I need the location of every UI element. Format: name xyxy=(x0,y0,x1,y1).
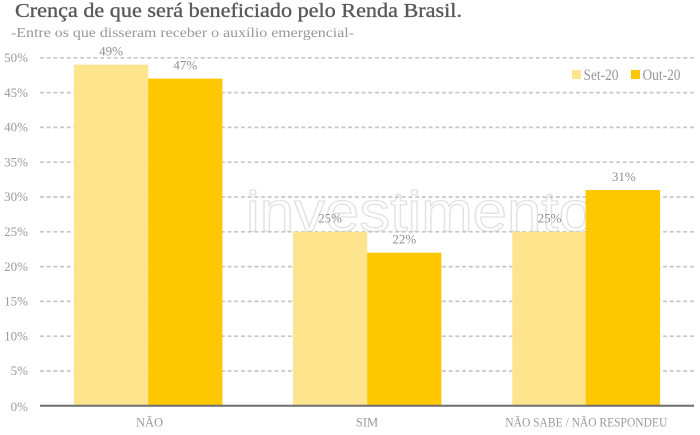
svg-text:30%: 30% xyxy=(4,189,28,204)
svg-text:SIM: SIM xyxy=(356,416,378,430)
svg-text:NÃO SABE / NÃO RESPONDEU: NÃO SABE / NÃO RESPONDEU xyxy=(505,416,667,430)
svg-text:40%: 40% xyxy=(4,120,28,135)
svg-text:50%: 50% xyxy=(4,50,28,65)
svg-text:5%: 5% xyxy=(11,363,29,378)
svg-text:25%: 25% xyxy=(4,224,28,239)
svg-text:NÃO: NÃO xyxy=(136,416,163,430)
svg-text:Out-20: Out-20 xyxy=(643,67,681,84)
svg-text:15%: 15% xyxy=(4,294,28,309)
svg-text:0%: 0% xyxy=(11,399,29,414)
svg-text:Crença de que será beneficiado: Crença de que será beneficiado pelo Rend… xyxy=(15,0,462,22)
svg-text:47%: 47% xyxy=(173,57,197,72)
svg-text:22%: 22% xyxy=(392,232,416,247)
svg-text:25%: 25% xyxy=(538,211,562,226)
svg-text:20%: 20% xyxy=(4,259,28,274)
svg-text:35%: 35% xyxy=(4,154,28,169)
svg-text:45%: 45% xyxy=(4,85,28,100)
svg-text:-Entre os que disseram receber: -Entre os que disseram receber o auxílio… xyxy=(11,26,354,41)
svg-text:25%: 25% xyxy=(318,211,342,226)
svg-text:10%: 10% xyxy=(4,328,28,343)
svg-text:31%: 31% xyxy=(612,169,636,184)
svg-text:Set-20: Set-20 xyxy=(584,67,619,84)
svg-text:49%: 49% xyxy=(99,44,123,59)
